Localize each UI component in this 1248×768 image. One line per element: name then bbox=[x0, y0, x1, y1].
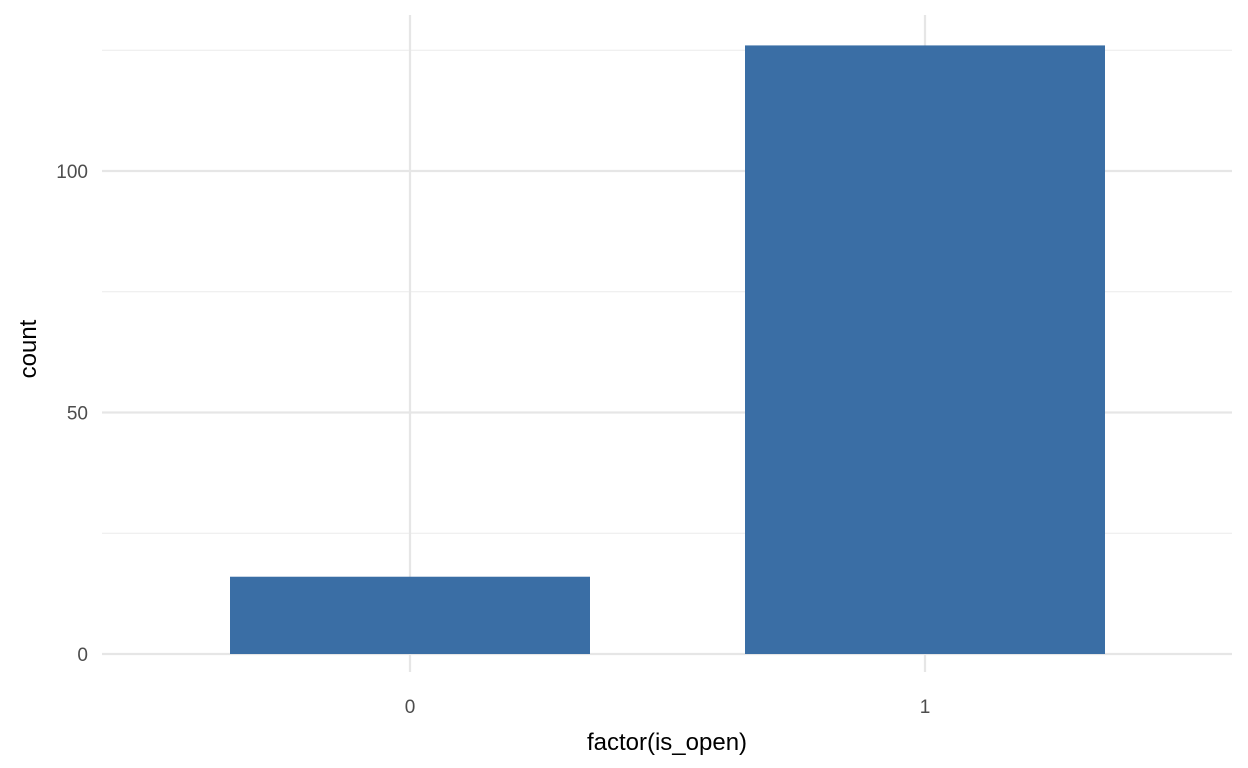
x-tick-label: 1 bbox=[920, 697, 931, 718]
bars bbox=[230, 45, 1105, 655]
bar-1 bbox=[745, 45, 1105, 655]
y-axis-tick-labels: 0 50 100 bbox=[56, 162, 88, 666]
y-tick-label: 100 bbox=[56, 162, 88, 183]
x-tick-label: 0 bbox=[405, 697, 416, 718]
y-tick-label: 0 bbox=[77, 645, 88, 666]
y-axis-title: count bbox=[15, 319, 42, 378]
x-axis-title: factor(is_open) bbox=[587, 729, 747, 756]
y-tick-label: 50 bbox=[67, 404, 88, 425]
bar-0 bbox=[230, 576, 590, 654]
